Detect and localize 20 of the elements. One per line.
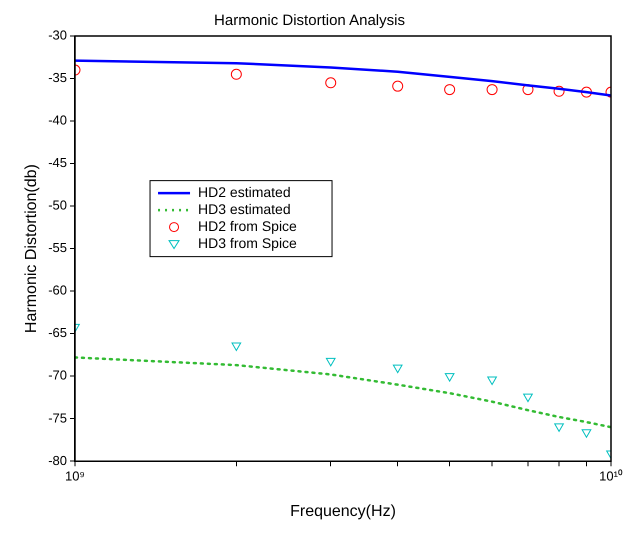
legend-label: HD2 from Spice	[198, 218, 298, 234]
y-tick-label: -65	[48, 325, 67, 340]
x-tick-label: 10¹⁰	[599, 468, 623, 484]
y-tick-label: -35	[48, 70, 67, 86]
y-tick-label: -70	[48, 368, 67, 383]
y-tick-label: -55	[48, 240, 67, 256]
legend-label: HD2 estimated	[198, 184, 291, 200]
y-axis-title: Harmonic Distortion(db)	[23, 164, 40, 334]
x-tick-label: 10⁹	[64, 468, 86, 484]
y-tick-label: -60	[48, 282, 67, 298]
chart-title: Harmonic Distortion Analysis	[214, 12, 405, 30]
legend-label: HD3 estimated	[198, 200, 291, 217]
y-tick-label: -30	[48, 28, 67, 43]
y-tick-label: -40	[48, 112, 67, 128]
legend-label: HD3 from Spice	[198, 234, 298, 251]
y-tick-label: -80	[48, 452, 67, 468]
y-tick-label: -75	[48, 410, 67, 426]
y-tick-label: -45	[48, 155, 67, 170]
y-tick-label: -50	[48, 198, 67, 213]
x-axis-title: Frequency(Hz)	[290, 502, 396, 520]
